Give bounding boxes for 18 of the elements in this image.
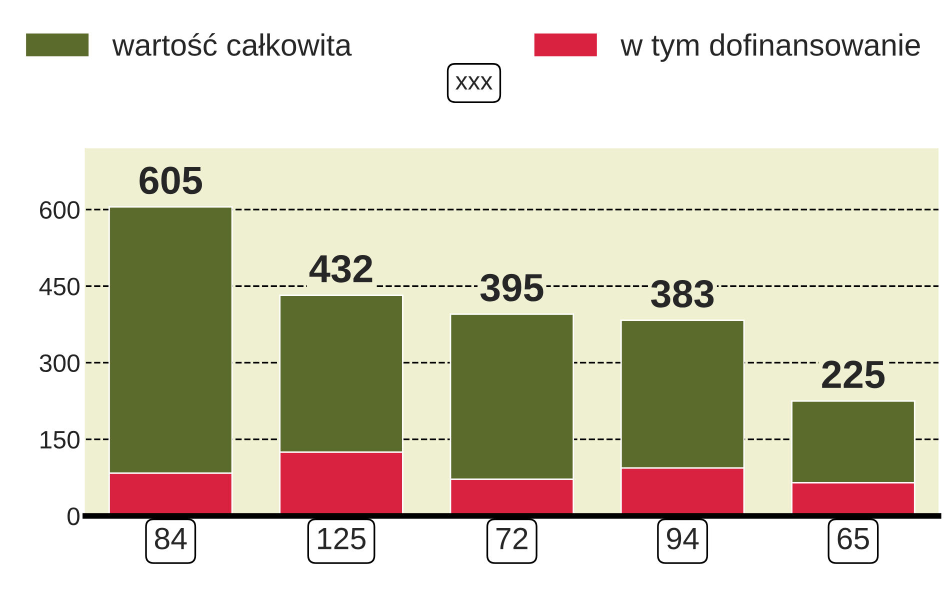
data-label: 84: [154, 528, 187, 550]
y-tick-label: 450: [39, 278, 80, 296]
text: xxx: [456, 76, 492, 90]
y-tick-label: 300: [40, 354, 80, 372]
legend-label: wartość całkowita: [112, 33, 352, 56]
total-label: 605: [140, 166, 202, 194]
total-label: 383: [651, 280, 714, 308]
y-tick-label: 0: [68, 508, 80, 526]
total-label: 395: [480, 274, 544, 302]
total-label: 225: [822, 360, 885, 388]
legend-label: w tym dofinansowanie: [620, 33, 920, 62]
data-label: 94: [667, 528, 699, 550]
y-tick-label: 600: [40, 201, 80, 219]
data-label: 72: [496, 528, 528, 550]
data-label: 125: [318, 528, 366, 550]
y-tick-label: 150: [40, 430, 80, 449]
data-label: 65: [838, 528, 869, 550]
total-label: 432: [309, 254, 372, 283]
